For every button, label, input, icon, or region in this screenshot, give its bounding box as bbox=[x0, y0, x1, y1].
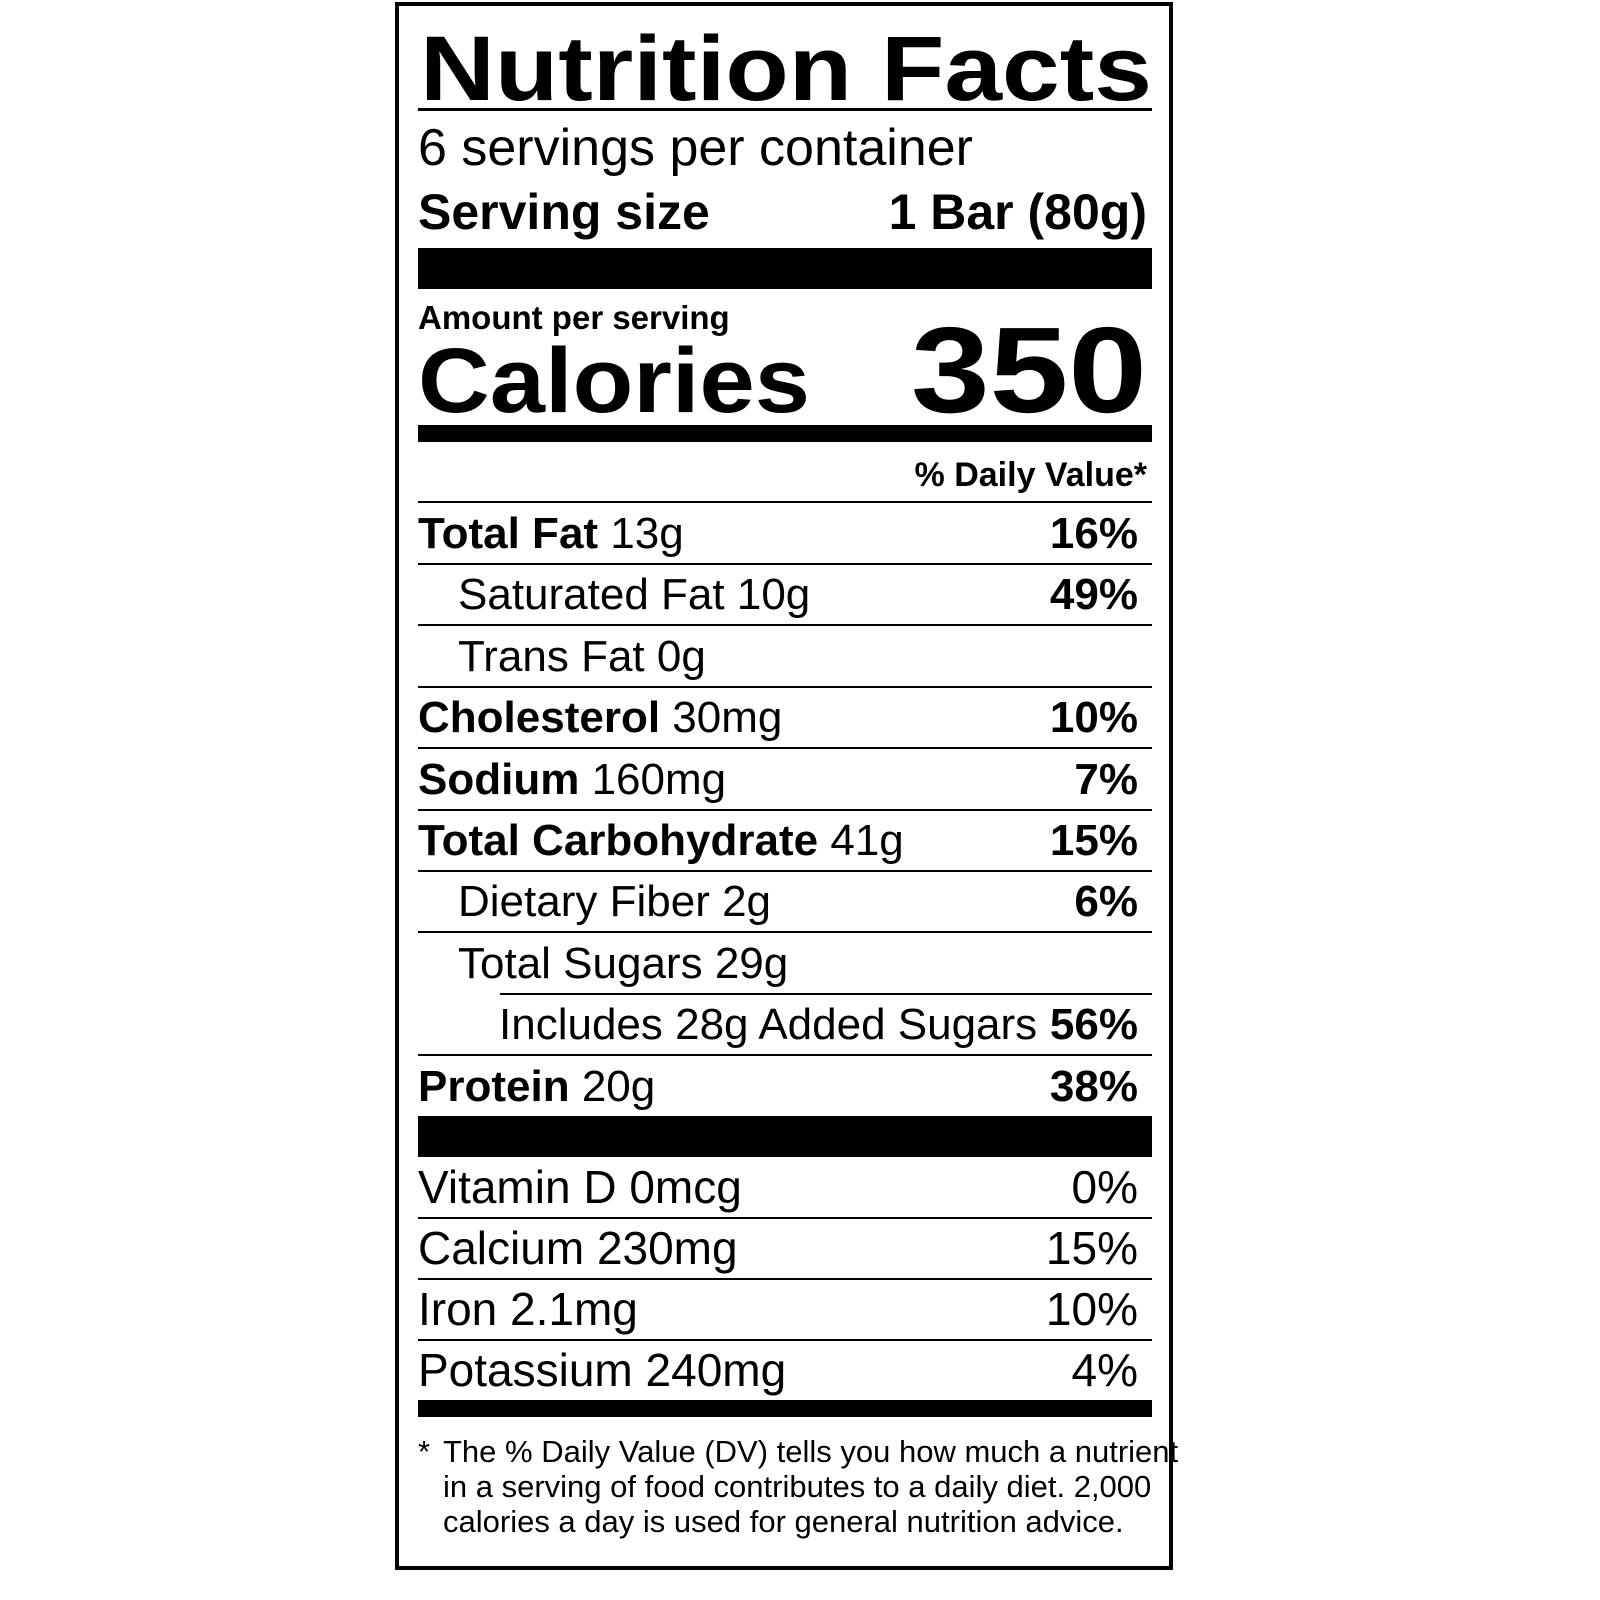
vitamin-name-amount: Iron 2.1mg bbox=[418, 1279, 638, 1340]
nutrient-daily-value: 15% bbox=[1049, 816, 1138, 865]
nutrient-amount: 160mg bbox=[591, 754, 727, 804]
nutrient-daily-value: 16% bbox=[1049, 509, 1138, 558]
serving-size-label: Serving size bbox=[418, 184, 710, 240]
nutrient-daily-value: 7% bbox=[1074, 754, 1138, 804]
nutrient-amount: 41g bbox=[830, 816, 904, 865]
nutrient-row: Includes 28g Added Sugars 56% bbox=[418, 994, 1152, 1055]
nutrient-name: Dietary Fiber bbox=[458, 877, 710, 927]
thick-bar-middle bbox=[418, 1116, 1152, 1157]
nutrient-name: Saturated Fat bbox=[458, 570, 725, 620]
footnote-line: The % Daily Value (DV) tells you how muc… bbox=[443, 1434, 1179, 1469]
thick-bar-bottom bbox=[418, 1400, 1152, 1417]
nutrient-daily-value: 56% bbox=[1049, 1000, 1138, 1050]
nutrient-row: Saturated Fat 10g 49% bbox=[418, 564, 1152, 625]
nutrient-name: Protein bbox=[418, 1061, 570, 1111]
nutrient-row: Total Carbohydrate 41g 15% bbox=[418, 810, 1152, 871]
nutrient-name-amount: Trans Fat 0g bbox=[458, 626, 706, 687]
title-divider bbox=[418, 108, 1152, 111]
nutrient-row: Cholesterol 30mg 10% bbox=[418, 687, 1152, 748]
vitamin-name: Potassium bbox=[418, 1344, 633, 1396]
nutrient-name: Includes 28g Added Sugars bbox=[499, 1000, 1038, 1050]
nutrient-name: Trans Fat bbox=[458, 631, 645, 681]
nutrient-name: Total Carbohydrate bbox=[418, 816, 819, 865]
nutrient-name-amount: Total Carbohydrate 41g bbox=[418, 810, 904, 871]
nutrient-amount: 13g bbox=[610, 509, 684, 558]
row-divider bbox=[418, 1217, 1152, 1219]
nutrient-daily-value: 38% bbox=[1049, 1061, 1138, 1111]
row-divider bbox=[418, 808, 1152, 811]
thick-bar-top bbox=[418, 248, 1152, 289]
vitamin-row: Vitamin D 0mcg 0% bbox=[418, 1157, 1152, 1218]
vitamin-amount: 230mg bbox=[596, 1222, 738, 1274]
nutrient-row: Dietary Fiber 2g 6% bbox=[418, 871, 1152, 932]
vitamin-name-amount: Vitamin D 0mcg bbox=[418, 1157, 742, 1218]
calories-bar bbox=[418, 425, 1152, 442]
vitamin-name: Iron bbox=[418, 1283, 498, 1335]
footnote-marker: * bbox=[418, 1434, 431, 1469]
vitamin-amount: 0mcg bbox=[629, 1161, 742, 1213]
nutrient-name-amount: Total Sugars 29g bbox=[458, 933, 788, 994]
daily-value-header: % Daily Value* bbox=[914, 456, 1147, 494]
nutrient-amount: 29g bbox=[714, 938, 789, 988]
nutrient-amount: 2g bbox=[722, 877, 772, 927]
row-divider bbox=[418, 563, 1152, 565]
nutrient-row: Total Fat 13g 16% bbox=[418, 503, 1152, 564]
nutrient-row: Trans Fat 0g bbox=[418, 626, 1152, 687]
calories-value: 350 bbox=[911, 302, 1147, 438]
vitamin-row: Potassium 240mg 4% bbox=[418, 1340, 1152, 1401]
vitamin-name-amount: Calcium 230mg bbox=[418, 1218, 738, 1279]
nutrition-label bbox=[395, 2, 1173, 1570]
row-divider bbox=[418, 1278, 1152, 1280]
vitamin-daily-value: 0% bbox=[1071, 1161, 1138, 1213]
nutrient-daily-value: 49% bbox=[1049, 570, 1138, 620]
footnote-line: calories a day is used for general nutri… bbox=[443, 1504, 1124, 1539]
nutrient-name-amount: Saturated Fat 10g bbox=[458, 564, 810, 625]
nutrient-daily-value: 6% bbox=[1074, 877, 1138, 927]
nutrient-name: Total Fat bbox=[418, 509, 599, 558]
nutrient-name: Cholesterol bbox=[418, 693, 661, 743]
vitamin-row: Calcium 230mg 15% bbox=[418, 1218, 1152, 1279]
vitamin-name-amount: Potassium 240mg bbox=[418, 1340, 786, 1401]
nutrient-name-amount: Dietary Fiber 2g bbox=[458, 871, 771, 932]
vitamin-daily-value: 10% bbox=[1045, 1283, 1138, 1335]
nutrient-daily-value: 10% bbox=[1049, 693, 1138, 743]
nutrient-amount: 20g bbox=[581, 1061, 656, 1111]
row-divider bbox=[418, 685, 1152, 688]
nutrient-name-amount: Protein 20g bbox=[418, 1056, 655, 1117]
servings-per-container: 6 servings per container bbox=[418, 119, 973, 177]
vitamin-row: Iron 2.1mg 10% bbox=[418, 1279, 1152, 1340]
row-divider bbox=[418, 931, 1152, 934]
nutrient-name-amount: Includes 28g Added Sugars bbox=[499, 994, 1037, 1055]
footnote-line: in a serving of food contributes to a da… bbox=[443, 1469, 1152, 1504]
nutrient-name-amount: Sodium 160mg bbox=[418, 749, 726, 810]
nutrient-name: Total Sugars bbox=[458, 938, 703, 988]
serving-size-value: 1 Bar (80g) bbox=[888, 184, 1147, 240]
row-divider bbox=[500, 992, 1152, 995]
nutrient-amount: 10g bbox=[736, 570, 811, 620]
nutrient-row: Protein 20g 38% bbox=[418, 1056, 1152, 1117]
vitamin-name: Calcium bbox=[418, 1222, 585, 1274]
nutrient-name-amount: Total Fat 13g bbox=[418, 503, 684, 564]
vitamin-daily-value: 4% bbox=[1071, 1344, 1138, 1396]
calories-label: Calories bbox=[418, 330, 810, 432]
title: Nutrition Facts bbox=[420, 18, 1152, 120]
nutrient-row: Total Sugars 29g bbox=[418, 933, 1152, 994]
vitamin-name: Vitamin D bbox=[418, 1161, 617, 1213]
nutrient-row: Sodium 160mg 7% bbox=[418, 749, 1152, 810]
row-divider bbox=[418, 1054, 1152, 1057]
vitamin-daily-value: 15% bbox=[1045, 1222, 1138, 1274]
vitamin-amount: 2.1mg bbox=[510, 1283, 638, 1335]
amount-per-serving: Amount per serving bbox=[418, 299, 730, 336]
nutrient-name: Sodium bbox=[418, 754, 580, 804]
row-divider bbox=[418, 747, 1152, 750]
nutrient-amount: 30mg bbox=[672, 693, 783, 743]
row-divider bbox=[418, 624, 1152, 627]
nutrient-name-amount: Cholesterol 30mg bbox=[418, 687, 782, 748]
row-divider bbox=[418, 870, 1152, 872]
row-divider bbox=[418, 1339, 1152, 1341]
vitamin-amount: 240mg bbox=[645, 1344, 787, 1396]
nutrient-amount: 0g bbox=[656, 631, 706, 681]
dv-divider bbox=[418, 501, 1152, 503]
